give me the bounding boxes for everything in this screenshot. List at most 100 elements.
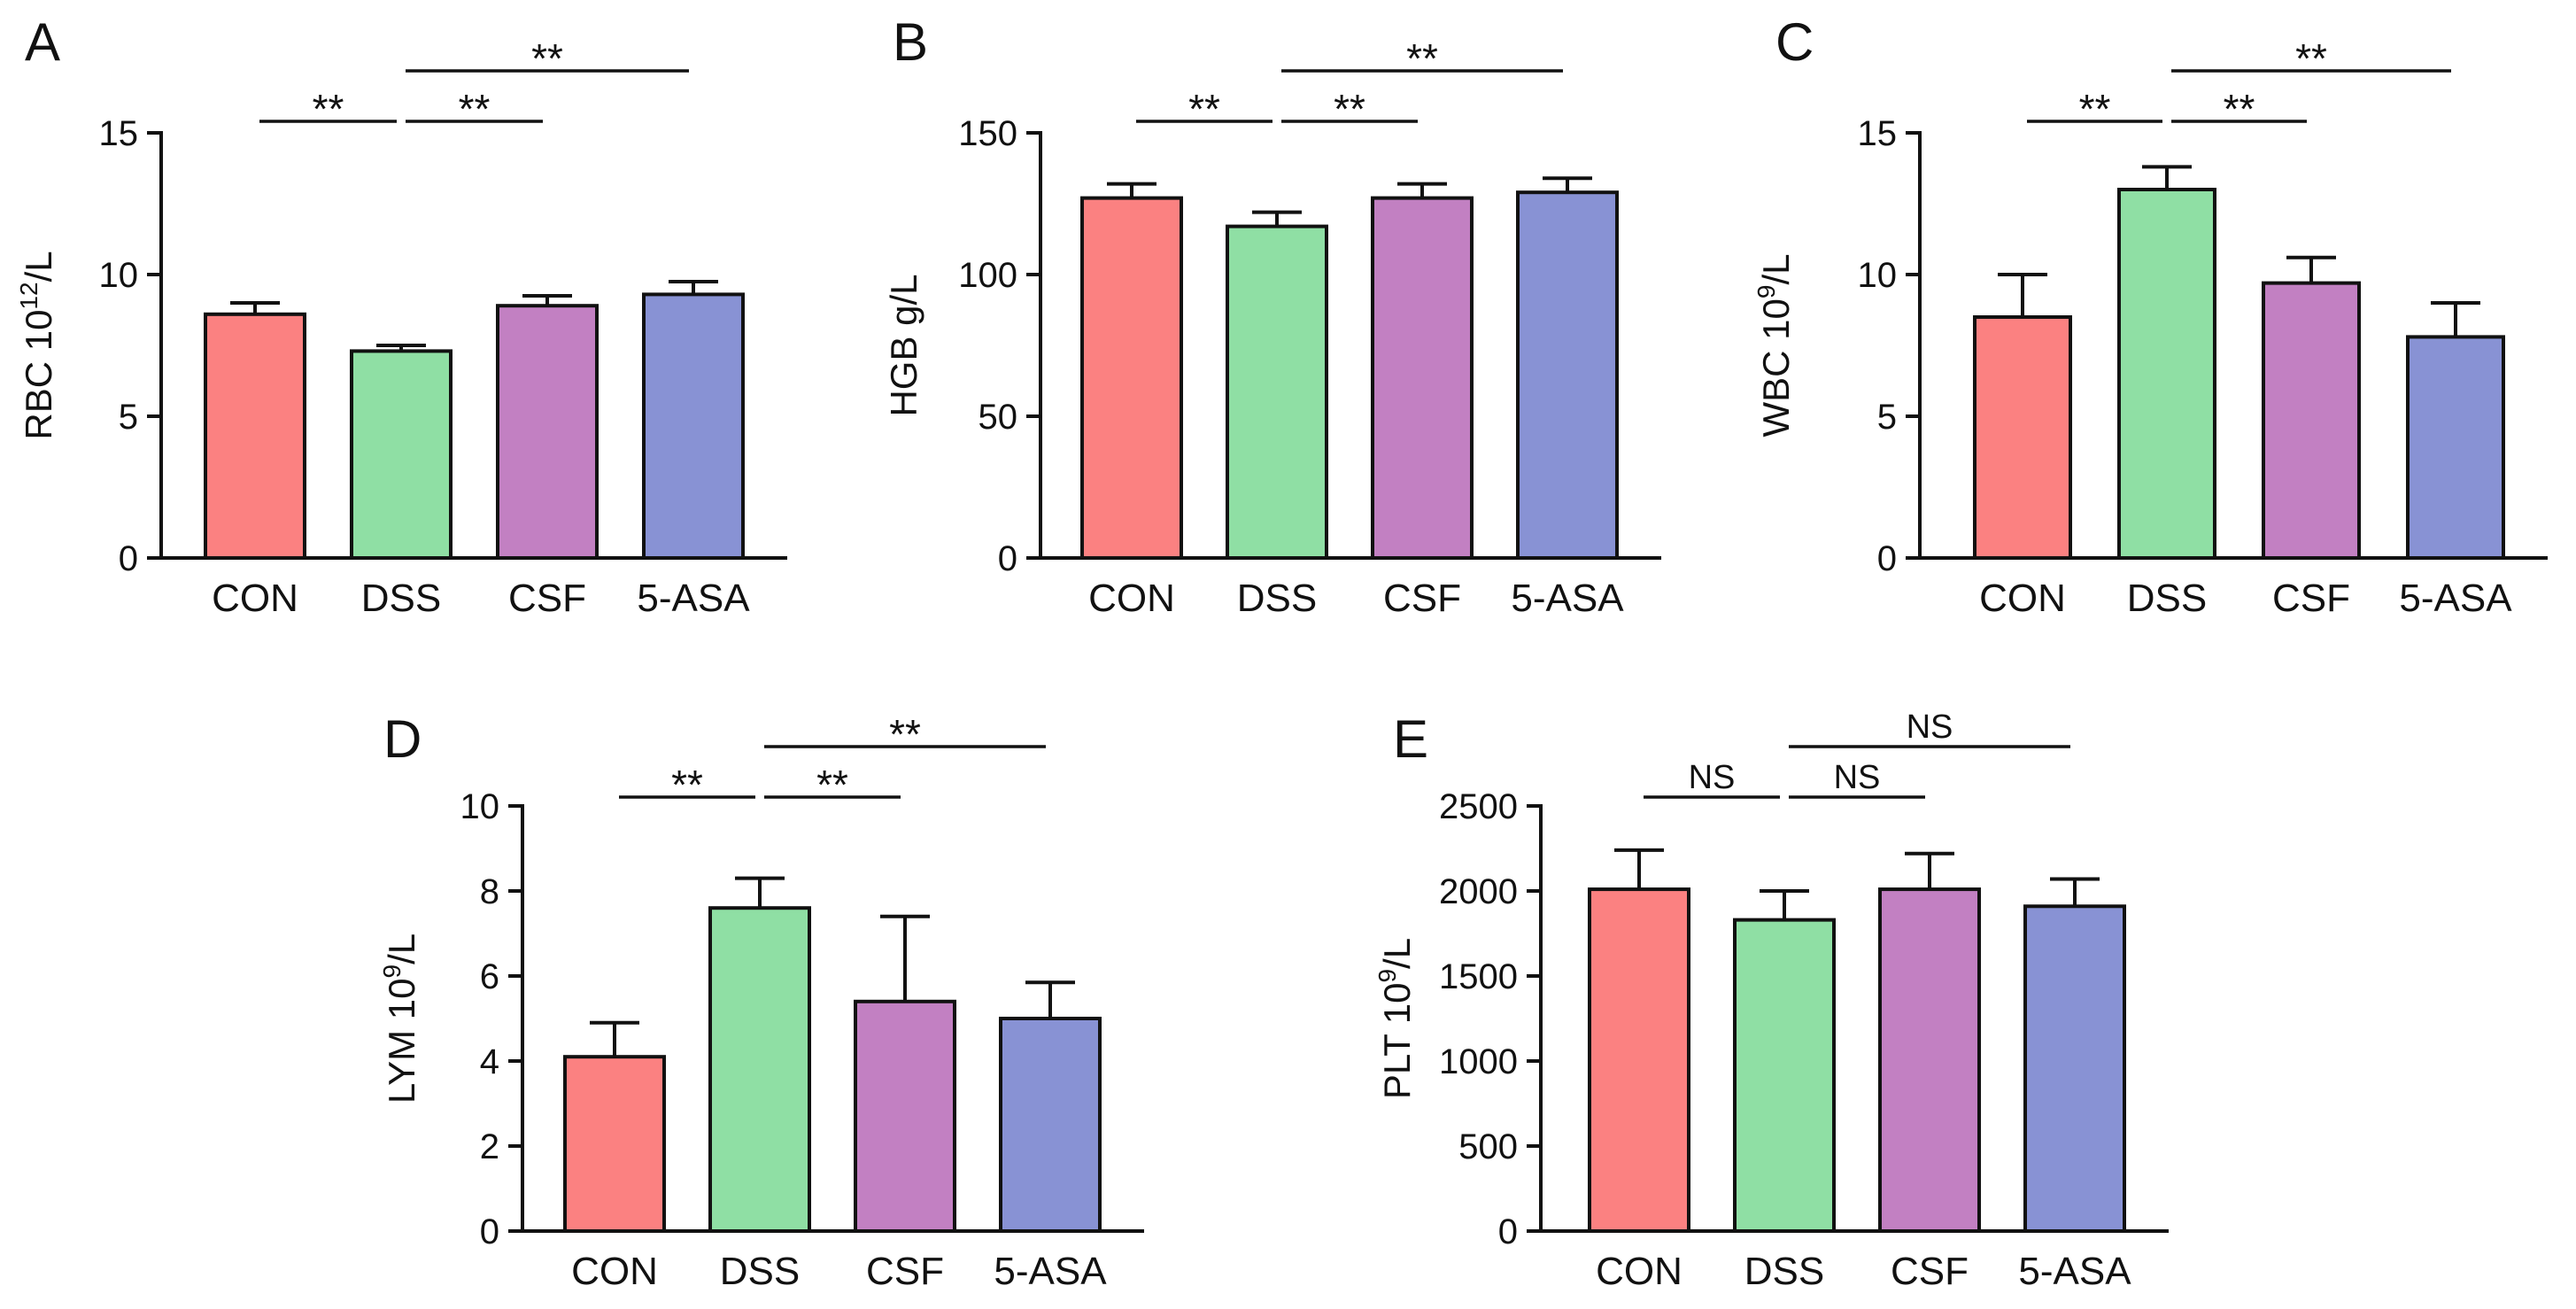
category-label-con: CON: [571, 1250, 658, 1293]
bar-5-asa: [2406, 335, 2505, 560]
category-label-dss: DSS: [1237, 577, 1317, 620]
y-tick-label: 0: [1498, 1212, 1518, 1251]
y-tick-label: 0: [998, 539, 1017, 578]
category-label-con: CON: [1979, 577, 2066, 620]
bar-dss: [1226, 224, 1328, 560]
panel-letter: A: [25, 12, 60, 72]
y-tick-label: 1000: [1439, 1042, 1518, 1081]
y-axis-label-superscript: 9: [1373, 969, 1401, 983]
panel-e: E CON DSS CSF 5-ASA 0 500 1000 1500 2000 2500 PLT 1…: [1373, 709, 2169, 1293]
y-axis-label-main: HGB g/L: [883, 274, 924, 416]
panel-letter: B: [893, 12, 928, 72]
significance-label: **: [313, 86, 344, 132]
bar-5-asa: [1516, 190, 1619, 560]
bar-csf: [1371, 196, 1474, 560]
significance-label: **: [2295, 35, 2327, 81]
y-tick-label: 10: [1858, 256, 1898, 295]
panel-letter: E: [1393, 709, 1428, 769]
y-tick-label: 4: [480, 1042, 499, 1081]
bar-5-asa: [2023, 904, 2126, 1234]
significance-label: **: [1188, 86, 1220, 132]
y-tick-label: 5: [1877, 398, 1897, 437]
y-tick-label: 0: [119, 539, 138, 578]
category-label-con: CON: [1088, 577, 1175, 620]
bar-con: [204, 312, 306, 560]
significance-label: **: [1406, 35, 1438, 81]
y-axis-label-main: LYM 10: [381, 978, 422, 1104]
y-tick-label: 2: [480, 1127, 499, 1166]
significance-label: **: [531, 35, 563, 81]
y-axis-label: RBC 1012/L: [15, 251, 59, 439]
bar-csf: [1878, 887, 1981, 1234]
bar-csf: [2262, 281, 2361, 560]
significance-label: **: [816, 762, 848, 808]
significance-label: NS: [1834, 759, 1881, 796]
y-axis-label: PLT 109/L: [1373, 938, 1418, 1099]
y-axis-label-main: WBC 10: [1755, 298, 1797, 437]
y-axis-label: LYM 109/L: [378, 933, 422, 1104]
y-axis-label-unit: /L: [18, 251, 59, 282]
bar-con: [1080, 196, 1183, 560]
significance-label: **: [2224, 86, 2255, 132]
bar-con: [1973, 315, 2072, 560]
y-tick-label: 1500: [1439, 957, 1518, 996]
y-tick-label: 2000: [1439, 872, 1518, 911]
y-tick-label: 8: [480, 872, 499, 911]
category-label-5-asa: 5-ASA: [2018, 1250, 2131, 1293]
y-axis-label-superscript: 12: [15, 282, 43, 309]
category-label-csf: CSF: [1891, 1250, 1969, 1293]
y-tick-label: 10: [460, 787, 500, 826]
significance-label: **: [889, 711, 921, 757]
panel-letter: D: [383, 709, 422, 769]
category-label-csf: CSF: [508, 577, 586, 620]
category-label-con: CON: [1596, 1250, 1683, 1293]
category-label-5-asa: 5-ASA: [994, 1250, 1107, 1293]
y-axis-label: HGB g/L: [883, 274, 924, 416]
bar-con: [1588, 887, 1690, 1234]
panel-letter: C: [1775, 12, 1814, 72]
y-tick-label: 10: [99, 256, 139, 295]
y-axis-label: WBC 109/L: [1752, 254, 1797, 438]
panel-c: C CON DSS CSF 5-ASA 0 5 10 15 WBC 109/L ** ** **: [1752, 12, 2548, 620]
significance-label: **: [2079, 86, 2111, 132]
y-tick-label: 0: [480, 1212, 499, 1251]
significance-label: NS: [1907, 709, 1953, 746]
y-tick-label: 0: [1877, 539, 1897, 578]
bar-5-asa: [999, 1017, 1102, 1233]
panel-b: B CON DSS CSF 5-ASA 0 50 100 150 HGB g/L ** ** **: [883, 12, 1661, 620]
category-label-con: CON: [212, 577, 298, 620]
bar-dss: [350, 349, 453, 560]
y-tick-label: 50: [979, 398, 1018, 437]
category-label-csf: CSF: [2272, 577, 2350, 620]
bar-dss: [2117, 188, 2216, 560]
y-tick-label: 6: [480, 957, 499, 996]
significance-label: NS: [1689, 759, 1736, 796]
bar-5-asa: [642, 292, 745, 560]
y-axis-label-superscript: 9: [1752, 285, 1780, 299]
panel-d: D CON DSS CSF 5-ASA 0 2 4 6 8 10 LYM 109/L ** ** **: [378, 709, 1144, 1293]
y-tick-label: 100: [958, 256, 1017, 295]
bar-con: [563, 1055, 666, 1233]
significance-label: **: [459, 86, 491, 132]
significance-label: **: [671, 762, 703, 808]
y-tick-label: 500: [1458, 1127, 1518, 1166]
panel-a: A CON DSS CSF 5-ASA 0 5 10 15 RBC 1012/L ** ** **: [15, 12, 787, 620]
category-label-5-asa: 5-ASA: [2399, 577, 2512, 620]
y-axis-label-superscript: 9: [378, 964, 406, 979]
y-axis-label-unit: /L: [381, 933, 422, 964]
bar-dss: [708, 906, 811, 1233]
category-label-csf: CSF: [866, 1250, 944, 1293]
y-tick-label: 15: [1858, 114, 1898, 153]
category-label-dss: DSS: [361, 577, 441, 620]
category-label-dss: DSS: [720, 1250, 800, 1293]
category-label-5-asa: 5-ASA: [1511, 577, 1624, 620]
y-tick-label: 2500: [1439, 787, 1518, 826]
significance-label: **: [1334, 86, 1365, 132]
category-label-csf: CSF: [1383, 577, 1461, 620]
y-axis-label-unit: /L: [1755, 254, 1797, 285]
y-axis-label-main: RBC 10: [18, 310, 59, 440]
category-label-dss: DSS: [1744, 1250, 1824, 1293]
y-tick-label: 5: [119, 398, 138, 437]
y-axis-label-unit: /L: [1376, 938, 1418, 969]
